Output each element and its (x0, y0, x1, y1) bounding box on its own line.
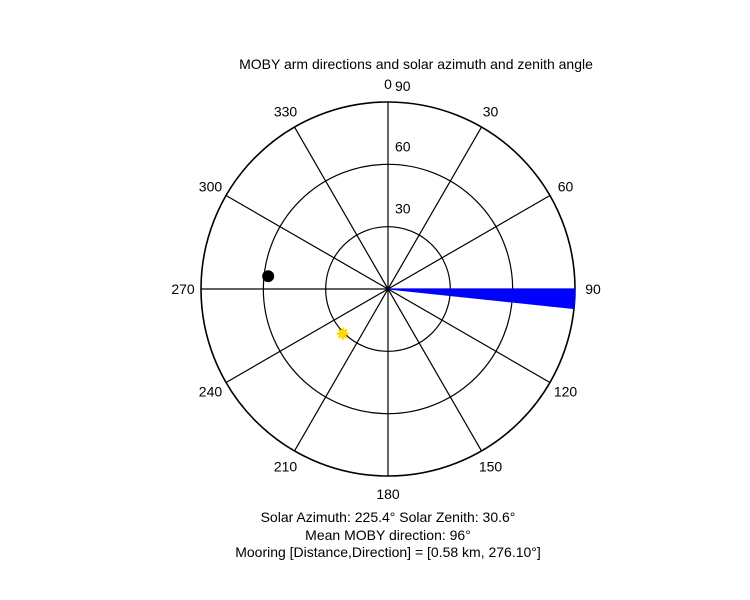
angle-tick-label: 90 (585, 281, 601, 297)
footer-line: Mean MOBY direction: 96° (305, 527, 471, 543)
angle-tick-label: 300 (199, 179, 223, 195)
radial-tick-labels: 30 60 90 (395, 78, 411, 217)
angle-tick-label: 30 (483, 103, 499, 119)
radial-tick-label: 90 (395, 78, 411, 94)
angle-tick-label: 120 (554, 384, 578, 400)
angle-tick-label: 210 (274, 459, 298, 475)
angle-tick-label: 180 (376, 486, 400, 502)
sun-position-marker (336, 327, 349, 340)
angle-tick-label: 270 (171, 281, 195, 297)
points-layer (262, 270, 349, 340)
mooring-position-marker (262, 270, 275, 283)
angle-tick-label: 330 (274, 103, 298, 119)
angle-tick-label: 60 (558, 179, 574, 195)
footer-line: Mooring [Distance,Direction] = [0.58 km,… (235, 544, 541, 560)
angle-tick-label: 0 (384, 76, 392, 92)
mooring-direction-wedge (387, 288, 576, 310)
chart-title: MOBY arm directions and solar azimuth an… (239, 56, 593, 72)
footer-line: Solar Azimuth: 225.4° Solar Zenith: 30.6… (261, 509, 516, 525)
angle-tick-label: 150 (479, 459, 503, 475)
mooring-wedge-layer (387, 288, 576, 310)
radial-tick-label: 30 (395, 201, 411, 217)
angle-tick-labels: 0 30 60 90 120 150 180 210 240 270 300 330 (171, 76, 601, 502)
footer-annotations: Solar Azimuth: 225.4° Solar Zenith: 30.6… (235, 509, 541, 560)
angle-tick-label: 240 (199, 384, 223, 400)
radial-tick-label: 60 (395, 138, 411, 154)
